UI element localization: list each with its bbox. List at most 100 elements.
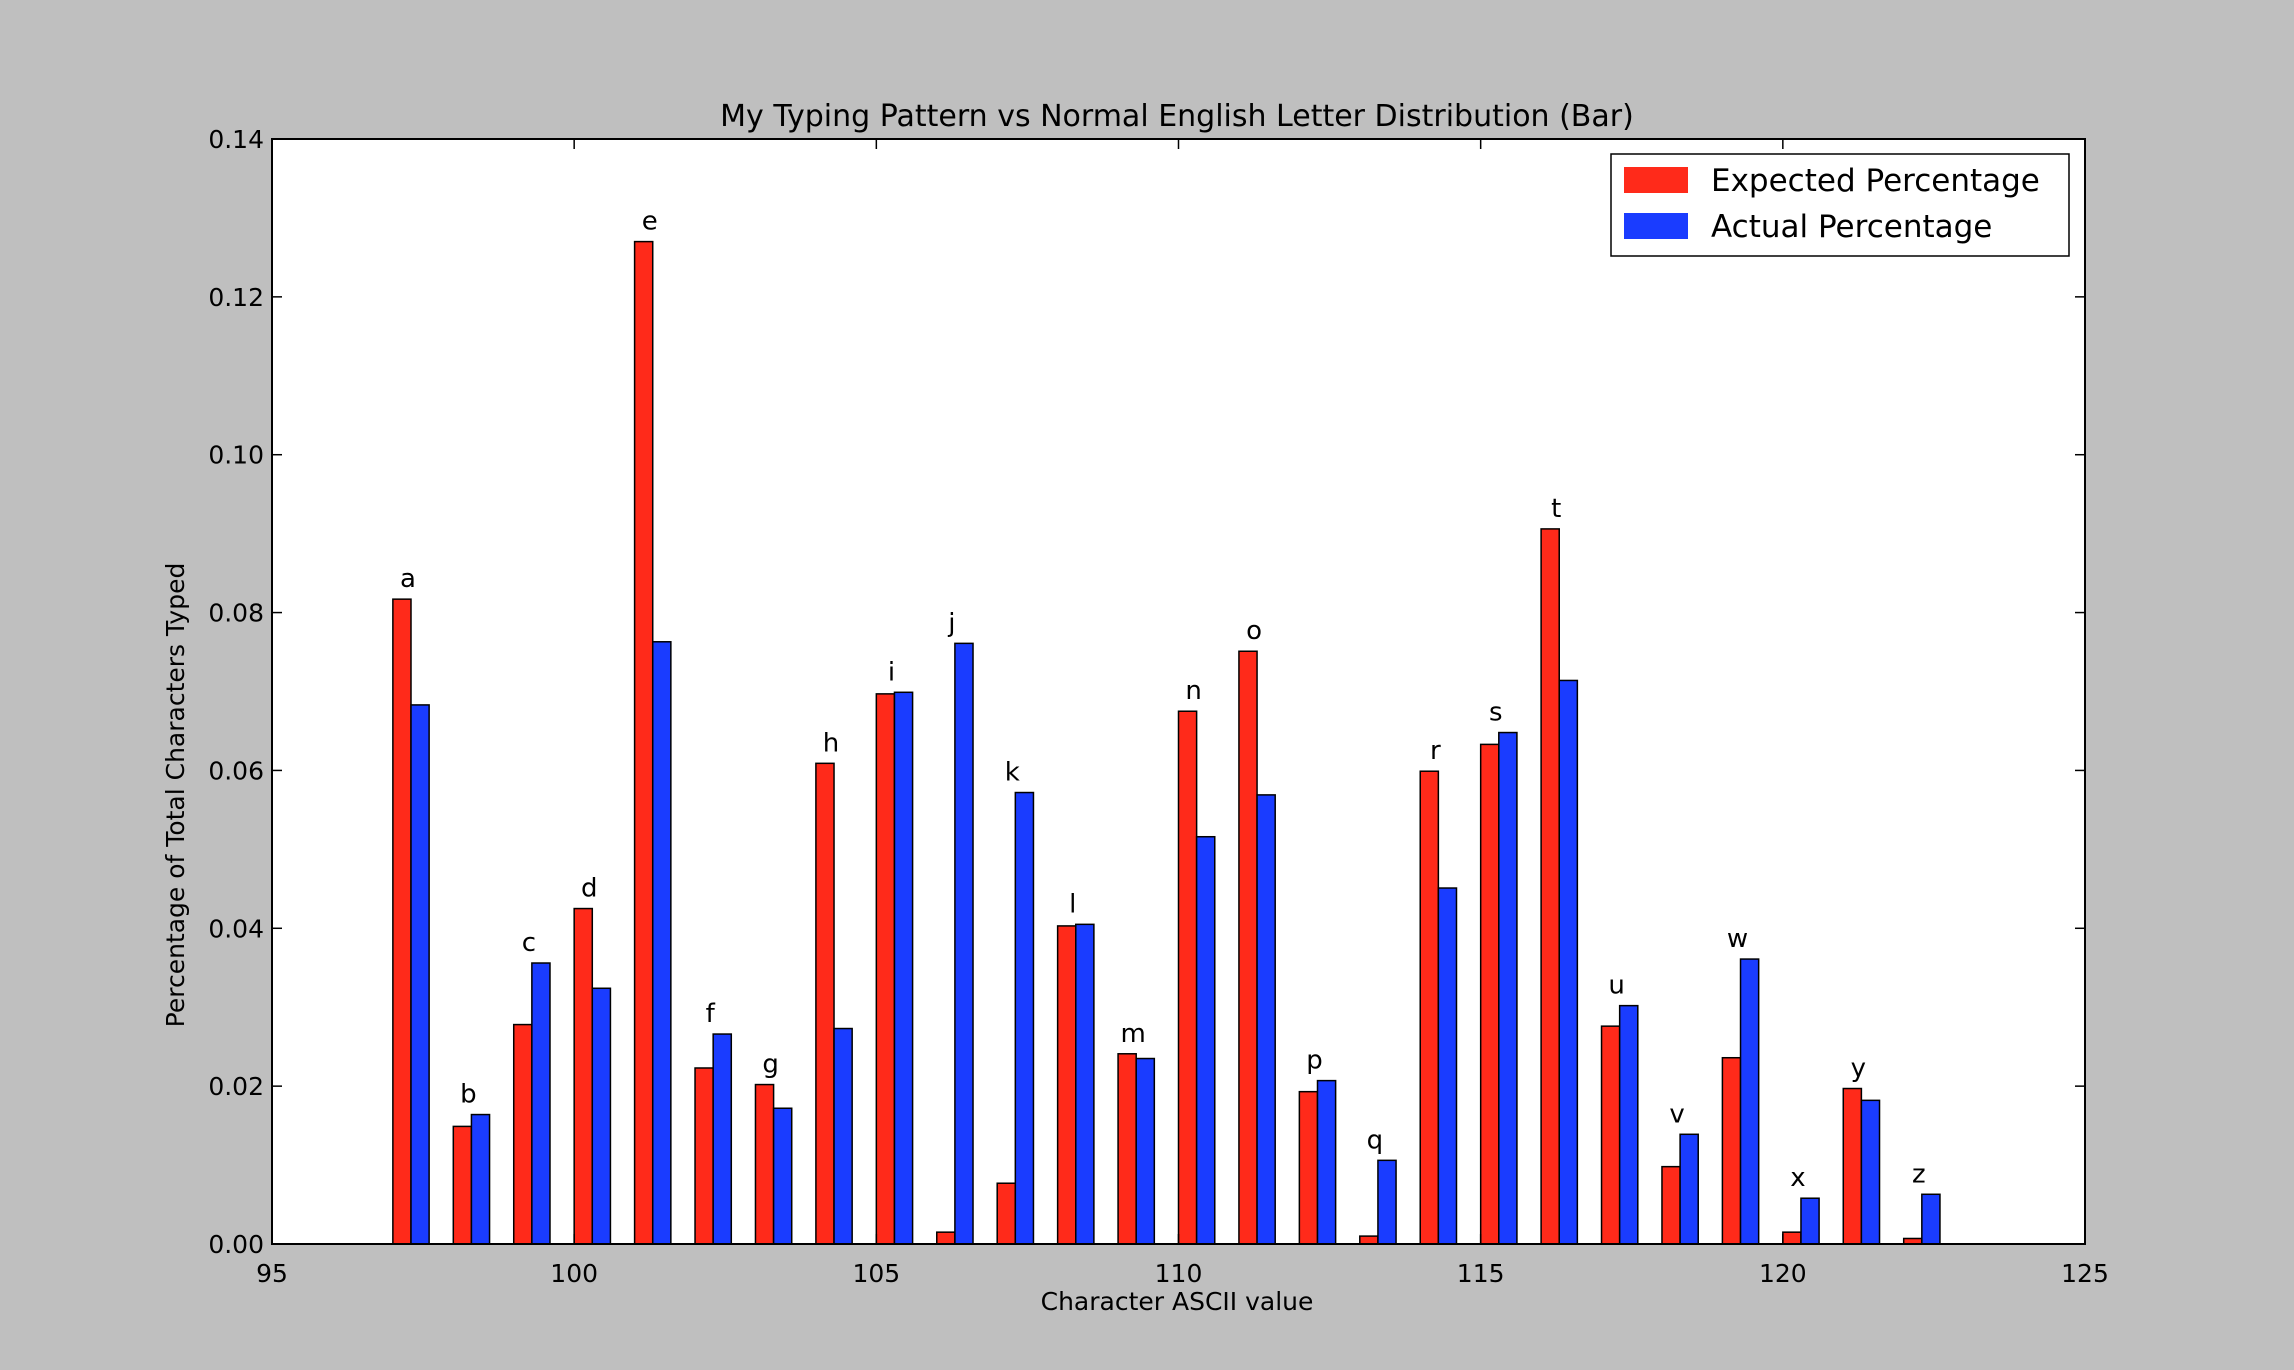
bar-actual-n bbox=[1195, 835, 1216, 1245]
y-tick-label: 0.12 bbox=[208, 283, 264, 312]
bar-actual-c bbox=[531, 962, 551, 1245]
bar-actual-p bbox=[1316, 1079, 1337, 1245]
bar-label: k bbox=[1005, 758, 1020, 788]
x-tick-label: 115 bbox=[1457, 1259, 1505, 1288]
bar-label: t bbox=[1551, 494, 1561, 524]
bar-actual-a bbox=[410, 704, 430, 1245]
bar-expected-d bbox=[573, 907, 594, 1245]
x-tick-label: 110 bbox=[1155, 1259, 1203, 1288]
legend-swatch bbox=[1624, 213, 1688, 239]
chart-legend: Expected Percentage Actual Percentage bbox=[1610, 153, 2070, 257]
bar-actual-b bbox=[470, 1113, 491, 1245]
plot-area: a b c d e f g h i j k l m n o p q r s t u v w x y z 95 100 105 110 115… bbox=[208, 125, 2109, 1288]
bar-actual-i bbox=[893, 691, 914, 1245]
bar-label: s bbox=[1489, 698, 1503, 728]
bar-label: j bbox=[947, 608, 955, 638]
bar-expected-y bbox=[1842, 1087, 1863, 1245]
x-tick-label: 120 bbox=[1759, 1259, 1807, 1288]
bar-actual-s bbox=[1498, 731, 1518, 1245]
legend-label: Expected Percentage bbox=[1711, 163, 2040, 199]
y-tick-label: 0.06 bbox=[208, 756, 264, 785]
bar-expected-a bbox=[392, 598, 412, 1245]
bar-expected-s bbox=[1479, 743, 1500, 1245]
bar-expected-g bbox=[754, 1083, 775, 1245]
bar-actual-y bbox=[1860, 1099, 1881, 1245]
bar-actual-m bbox=[1135, 1057, 1156, 1245]
y-tick-label: 0.04 bbox=[208, 914, 264, 943]
bar-actual-h bbox=[833, 1027, 853, 1245]
bar-label: n bbox=[1185, 676, 1201, 706]
bar-label: d bbox=[581, 874, 598, 904]
bar-expected-n bbox=[1177, 710, 1198, 1245]
x-tick-label: 105 bbox=[852, 1259, 900, 1288]
y-tick-label: 0.00 bbox=[208, 1230, 264, 1259]
bar-label: p bbox=[1306, 1046, 1323, 1076]
bar-label: v bbox=[1669, 1099, 1684, 1129]
bar-expected-j bbox=[936, 1231, 956, 1245]
bar-actual-f bbox=[712, 1033, 733, 1245]
bar-label: x bbox=[1790, 1163, 1805, 1193]
bar-expected-l bbox=[1056, 925, 1077, 1245]
bar-expected-p bbox=[1298, 1090, 1319, 1245]
bar-expected-f bbox=[694, 1067, 714, 1245]
bar-expected-r bbox=[1419, 770, 1440, 1245]
y-axis-label: Percentage of Total Characters Typed bbox=[161, 563, 190, 1028]
bar-expected-v bbox=[1661, 1165, 1681, 1245]
bar-expected-b bbox=[452, 1125, 473, 1245]
bar-expected-k bbox=[996, 1182, 1017, 1245]
bar-actual-q bbox=[1377, 1159, 1397, 1245]
bar-label: z bbox=[1912, 1159, 1926, 1189]
bar-actual-o bbox=[1256, 794, 1276, 1245]
bar-actual-l bbox=[1075, 923, 1095, 1245]
bar-label: o bbox=[1246, 616, 1262, 646]
x-axis-label: Character ASCII value bbox=[1041, 1287, 1314, 1316]
bar-actual-j bbox=[954, 642, 974, 1245]
bar-expected-w bbox=[1721, 1056, 1742, 1245]
y-tick-label: 0.10 bbox=[208, 441, 264, 470]
bar-actual-g bbox=[772, 1107, 793, 1245]
bar-label: a bbox=[400, 564, 416, 594]
bar-label: i bbox=[888, 657, 895, 687]
bar-actual-r bbox=[1437, 887, 1458, 1245]
bar-label: l bbox=[1069, 889, 1076, 919]
x-tick-label: 100 bbox=[550, 1259, 598, 1288]
bar-expected-i bbox=[875, 693, 896, 1245]
bar-label: r bbox=[1430, 736, 1441, 766]
bar-actual-x bbox=[1800, 1197, 1820, 1245]
bar-expected-c bbox=[512, 1023, 533, 1245]
bar-actual-k bbox=[1014, 791, 1035, 1245]
bar-label: g bbox=[762, 1050, 779, 1080]
x-tick-label: 125 bbox=[2061, 1259, 2109, 1288]
chart-title: My Typing Pattern vs Normal English Lett… bbox=[720, 99, 1634, 134]
bar-label: y bbox=[1851, 1054, 1866, 1084]
bar-label: f bbox=[706, 999, 716, 1029]
y-tick-label: 0.02 bbox=[208, 1072, 264, 1101]
bar-actual-u bbox=[1618, 1004, 1639, 1245]
bar-label: e bbox=[642, 207, 658, 237]
bar-expected-u bbox=[1600, 1025, 1621, 1245]
bar-actual-w bbox=[1739, 958, 1760, 1245]
bar-label: c bbox=[522, 928, 536, 958]
bar-actual-d bbox=[591, 987, 612, 1245]
legend-label: Actual Percentage bbox=[1711, 209, 1992, 245]
y-tick-label: 0.08 bbox=[208, 599, 264, 628]
bar-expected-m bbox=[1117, 1053, 1137, 1245]
bar-expected-h bbox=[815, 762, 835, 1245]
bar-expected-e bbox=[633, 240, 654, 1245]
bar-actual-t bbox=[1558, 679, 1579, 1245]
legend-swatch bbox=[1624, 167, 1688, 193]
bar-label: u bbox=[1608, 971, 1624, 1001]
bar-expected-o bbox=[1238, 650, 1258, 1245]
bar-label: q bbox=[1367, 1125, 1384, 1155]
bar-label: b bbox=[460, 1080, 477, 1110]
bar-actual-e bbox=[651, 641, 672, 1245]
bar-label: w bbox=[1727, 924, 1748, 954]
bar-actual-v bbox=[1679, 1133, 1699, 1245]
x-tick-label: 95 bbox=[256, 1259, 288, 1288]
bar-label: h bbox=[823, 728, 839, 758]
bar-label: m bbox=[1121, 1019, 1146, 1049]
bar-actual-z bbox=[1921, 1193, 1941, 1245]
bar-expected-t bbox=[1540, 528, 1560, 1245]
bar-expected-x bbox=[1782, 1231, 1802, 1245]
bar-expected-q bbox=[1359, 1235, 1379, 1245]
